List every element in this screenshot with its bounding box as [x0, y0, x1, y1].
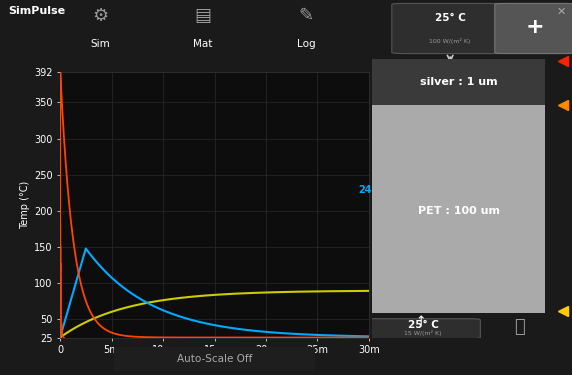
Text: ⚙: ⚙ — [92, 7, 108, 25]
FancyBboxPatch shape — [392, 3, 509, 54]
Text: 25° C: 25° C — [408, 320, 439, 330]
Text: SimPulse: SimPulse — [9, 6, 66, 16]
Text: silver : 1 um: silver : 1 um — [420, 77, 498, 87]
FancyBboxPatch shape — [372, 105, 546, 313]
Text: 25° C: 25° C — [435, 13, 466, 23]
FancyBboxPatch shape — [102, 345, 327, 373]
Text: 24: 24 — [359, 185, 372, 195]
Text: Sim: Sim — [90, 39, 110, 50]
Text: ▤: ▤ — [194, 7, 212, 25]
Text: ↑: ↑ — [416, 315, 426, 328]
FancyBboxPatch shape — [366, 319, 480, 339]
Text: Auto-Scale Off: Auto-Scale Off — [177, 354, 252, 364]
Text: 15 W/(m² K): 15 W/(m² K) — [404, 330, 442, 336]
Text: ✎: ✎ — [299, 7, 313, 25]
Y-axis label: Temp (°C): Temp (°C) — [19, 181, 30, 229]
Text: ✕: ✕ — [557, 6, 566, 16]
Text: 🗑: 🗑 — [514, 318, 525, 336]
X-axis label: Time (s): Time (s) — [194, 359, 235, 369]
FancyBboxPatch shape — [495, 3, 572, 54]
Polygon shape — [374, 181, 386, 200]
Text: PET : 100 um: PET : 100 um — [418, 206, 499, 216]
Text: Log: Log — [297, 39, 315, 50]
Text: +: + — [526, 17, 544, 38]
Text: Mat: Mat — [193, 39, 213, 50]
FancyBboxPatch shape — [372, 59, 546, 105]
Text: 100 W/(m² K): 100 W/(m² K) — [430, 38, 471, 44]
